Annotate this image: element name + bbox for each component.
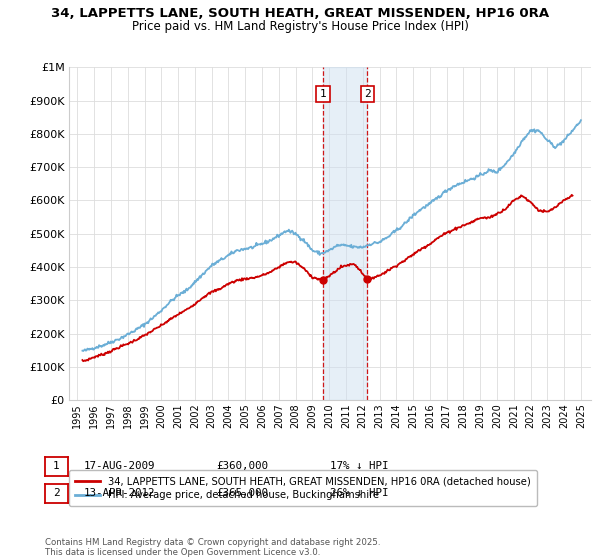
Legend: 34, LAPPETTS LANE, SOUTH HEATH, GREAT MISSENDEN, HP16 0RA (detached house), HPI:: 34, LAPPETTS LANE, SOUTH HEATH, GREAT MI… <box>69 470 536 506</box>
Text: 13-APR-2012: 13-APR-2012 <box>84 488 155 498</box>
Text: Price paid vs. HM Land Registry's House Price Index (HPI): Price paid vs. HM Land Registry's House … <box>131 20 469 32</box>
Text: 17-AUG-2009: 17-AUG-2009 <box>84 461 155 471</box>
Text: 1: 1 <box>53 461 60 472</box>
Text: 1: 1 <box>320 89 326 99</box>
Text: £365,000: £365,000 <box>216 488 268 498</box>
Text: 2: 2 <box>53 488 60 498</box>
Text: 2: 2 <box>364 89 371 99</box>
Text: 26% ↓ HPI: 26% ↓ HPI <box>330 488 389 498</box>
Text: 17% ↓ HPI: 17% ↓ HPI <box>330 461 389 471</box>
Text: 34, LAPPETTS LANE, SOUTH HEATH, GREAT MISSENDEN, HP16 0RA: 34, LAPPETTS LANE, SOUTH HEATH, GREAT MI… <box>51 7 549 20</box>
Text: Contains HM Land Registry data © Crown copyright and database right 2025.
This d: Contains HM Land Registry data © Crown c… <box>45 538 380 557</box>
Bar <box>323 67 367 400</box>
Text: £360,000: £360,000 <box>216 461 268 471</box>
